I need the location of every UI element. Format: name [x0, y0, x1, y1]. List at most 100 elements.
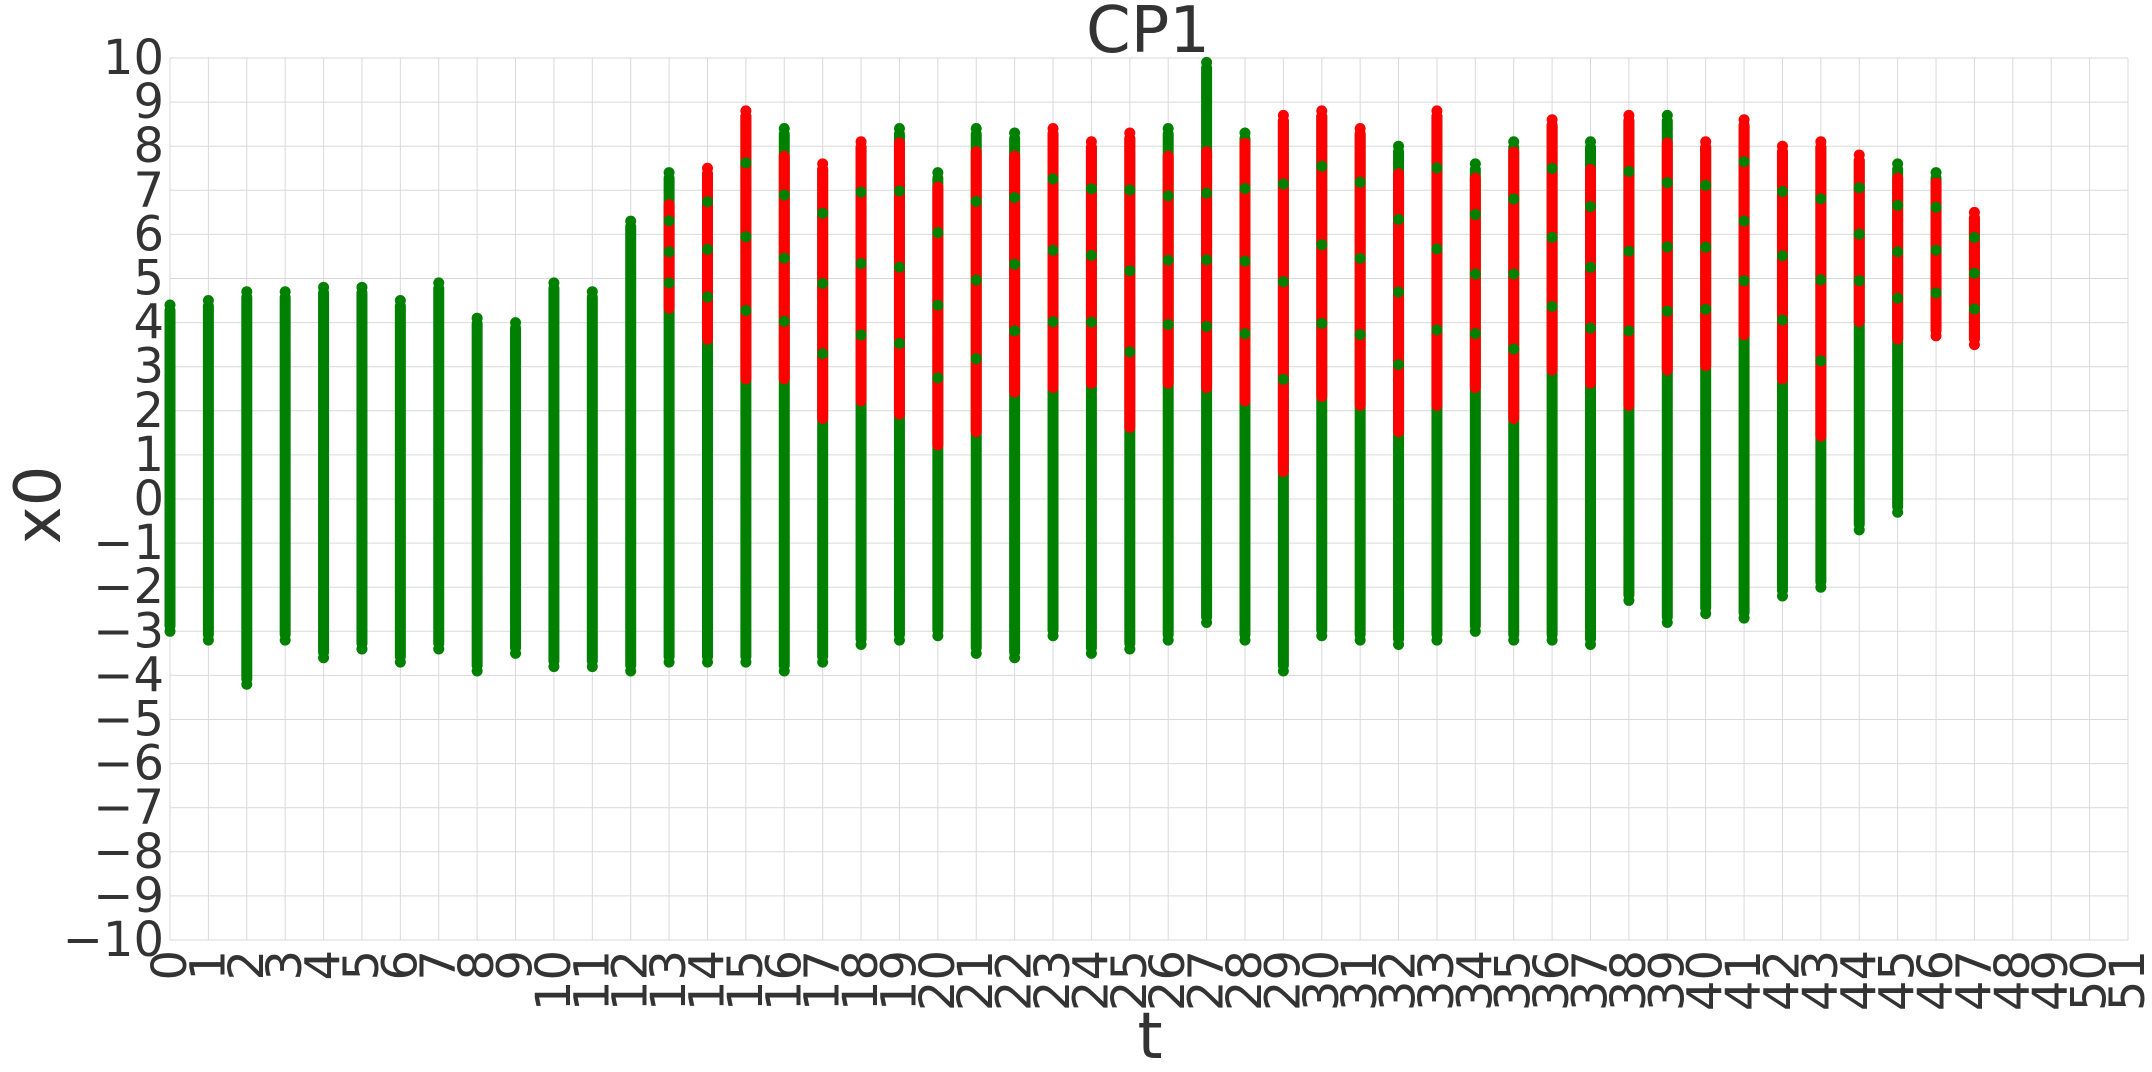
- max-point: [1661, 109, 1673, 121]
- max-point: [356, 281, 368, 293]
- max-point: [1892, 158, 1904, 170]
- green-point: [1738, 275, 1750, 287]
- min-point: [471, 665, 483, 677]
- column-t-31: [1354, 123, 1366, 646]
- max-point: [1239, 127, 1251, 139]
- max-point: [1776, 140, 1788, 152]
- green-point: [1277, 373, 1289, 385]
- green-point: [1968, 231, 1980, 243]
- x-tick-label: 41: [1716, 950, 1772, 1011]
- max-point: [1700, 136, 1712, 148]
- max-point: [855, 136, 867, 148]
- green-point-band: [510, 322, 522, 654]
- green-point: [1047, 173, 1059, 185]
- column-t-22: [1009, 127, 1021, 664]
- min-point: [318, 652, 330, 664]
- red-point-band: [1277, 115, 1289, 477]
- green-point: [1316, 317, 1328, 329]
- green-point-band: [433, 282, 445, 649]
- green-point: [663, 277, 675, 289]
- max-point: [318, 281, 330, 293]
- data-points: [164, 56, 1980, 690]
- green-point-band: [241, 291, 253, 685]
- y-tick-label: 10: [103, 30, 164, 86]
- green-point: [1930, 287, 1942, 299]
- green-point: [1277, 178, 1289, 190]
- green-point: [1546, 300, 1558, 312]
- min-point: [1162, 634, 1174, 646]
- green-point: [663, 246, 675, 258]
- red-point-band: [970, 146, 982, 438]
- x-tick-label: 29: [1255, 950, 1311, 1011]
- y-tick-label: −3: [93, 603, 164, 659]
- min-point: [1968, 339, 1980, 351]
- min-point: [1009, 652, 1021, 664]
- green-point: [1469, 209, 1481, 221]
- green-point: [1201, 187, 1213, 199]
- green-point: [1585, 322, 1597, 334]
- column-t-47: [1968, 206, 1980, 351]
- red-point-band: [1892, 172, 1904, 345]
- green-point: [1085, 249, 1097, 261]
- max-point: [1623, 109, 1635, 121]
- min-point: [1085, 647, 1097, 659]
- red-point-band: [1009, 150, 1021, 398]
- y-tick-label: 6: [133, 206, 164, 262]
- green-point: [663, 215, 675, 227]
- column-t-39: [1661, 109, 1673, 628]
- min-point: [1700, 608, 1712, 620]
- min-point: [1661, 616, 1673, 628]
- column-t-35: [1508, 136, 1520, 646]
- green-point: [1968, 303, 1980, 315]
- max-point: [1968, 206, 1980, 218]
- green-point: [1469, 328, 1481, 340]
- green-point: [1738, 215, 1750, 227]
- max-point: [1277, 109, 1289, 121]
- max-point: [510, 317, 522, 329]
- min-point: [1892, 506, 1904, 518]
- x-tick-label: 51: [2100, 950, 2152, 1011]
- max-point: [241, 286, 253, 298]
- green-point: [1431, 243, 1443, 255]
- green-point: [740, 305, 752, 317]
- max-point: [970, 123, 982, 135]
- max-point: [279, 286, 291, 298]
- red-point-band: [1047, 128, 1059, 394]
- column-t-16: [778, 123, 790, 677]
- green-point: [817, 278, 829, 290]
- green-point: [1085, 183, 1097, 195]
- column-t-20: [932, 167, 944, 642]
- column-t-40: [1700, 136, 1712, 620]
- max-point: [701, 162, 713, 174]
- y-tick-label: 2: [133, 383, 164, 439]
- y-tick-label: 9: [133, 74, 164, 130]
- y-tick-label: −10: [63, 912, 164, 968]
- red-point-band: [1585, 163, 1597, 389]
- green-point: [1354, 252, 1366, 264]
- red-point-band: [1085, 141, 1097, 389]
- x-tick-label: 10: [526, 950, 582, 1011]
- column-t-23: [1047, 123, 1059, 642]
- red-point-band: [778, 150, 790, 385]
- min-point: [1815, 581, 1827, 593]
- green-point: [1892, 292, 1904, 304]
- column-t-15: [740, 105, 752, 668]
- green-point: [1776, 185, 1788, 197]
- max-point: [1431, 105, 1443, 117]
- green-point: [1700, 303, 1712, 315]
- green-point: [1508, 268, 1520, 280]
- red-point-band: [1815, 141, 1827, 442]
- green-point-band: [279, 291, 291, 641]
- red-point-band: [1354, 128, 1366, 411]
- green-point: [1009, 325, 1021, 337]
- min-point: [241, 678, 253, 690]
- y-tick-label: −6: [93, 736, 164, 792]
- column-t-37: [1585, 136, 1597, 651]
- max-point: [1738, 114, 1750, 126]
- green-point: [1968, 267, 1980, 279]
- x-tick-label: 11: [564, 950, 620, 1011]
- red-point-band: [1239, 137, 1251, 407]
- min-point: [510, 647, 522, 659]
- max-point: [778, 123, 790, 135]
